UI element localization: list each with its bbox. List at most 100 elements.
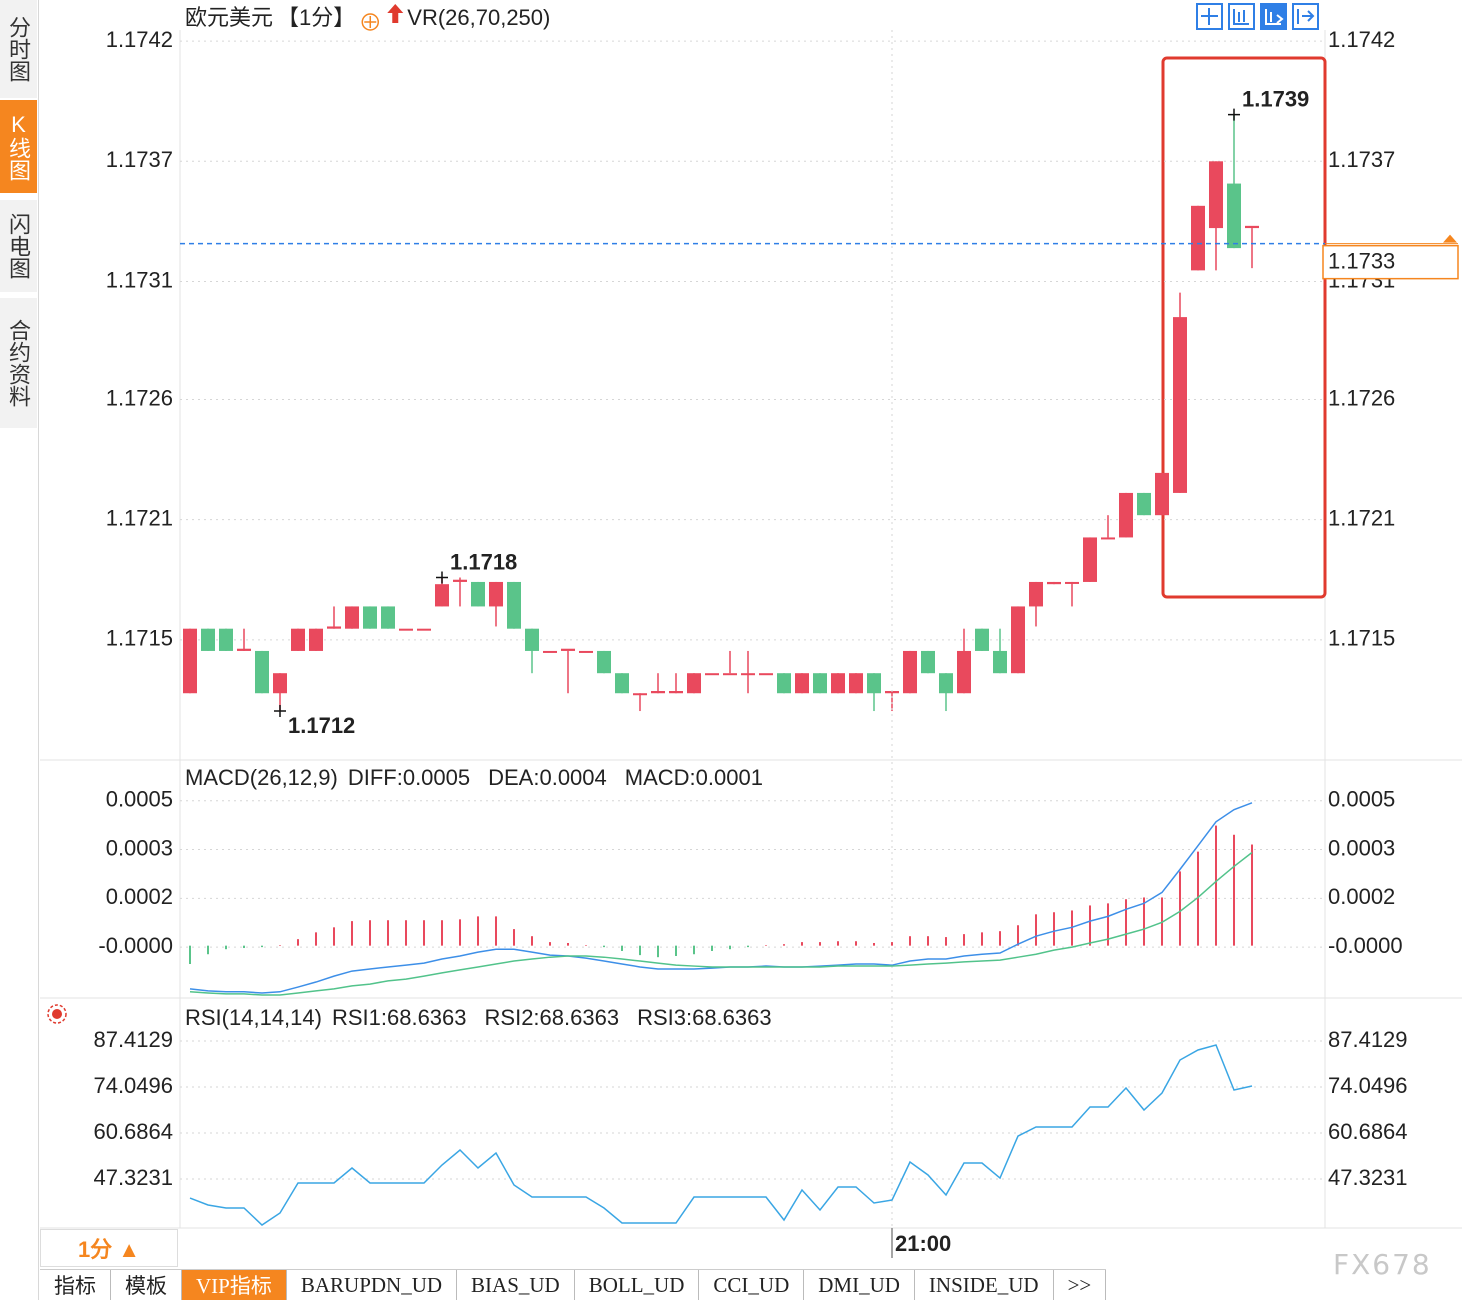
sidebar-tab[interactable]: 闪电图 [0,200,37,294]
marker-label: 1.1718 [450,549,517,574]
legend-item: DIFF:0.0005 [348,765,470,790]
candle-body [903,650,917,694]
candle-body [723,673,737,676]
candle-body [1173,317,1187,493]
bottom-tabs: 指标 模板 VIP指标 BARUPDN_UD BIAS_UD BOLL_UD CCI_UD D… [40,1269,1107,1301]
candle-body [615,673,629,694]
candle-body [417,628,431,631]
bottom-tab[interactable]: DMI_UD [804,1270,915,1300]
y-tick-label-right: 74.0496 [1328,1073,1408,1098]
add-icon [364,16,377,28]
toolbar-button[interactable] [1228,3,1255,30]
y-tick-label: 0.0002 [106,884,173,909]
y-tick-label: 1.1715 [106,626,173,651]
chart-title: 欧元美元 [185,5,273,30]
rsi-icon [47,1004,67,1024]
bottom-tab[interactable]: INSIDE_UD [914,1270,1054,1300]
marker-label: 1.1712 [288,713,355,738]
y-tick-label-right: -0.0000 [1328,933,1403,958]
candle-body [327,626,341,629]
candle-body [1083,537,1097,582]
candle-body [525,628,539,651]
toolbar-icon [1297,9,1315,24]
arrow-icon [387,4,404,23]
candle-body [939,673,953,694]
legend-item: RSI2:68.6363 [485,1005,620,1030]
candle-body [831,673,845,694]
y-tick-label: 1.1721 [106,505,173,530]
candle-body [579,650,593,653]
candle-body [363,606,377,629]
bottom-tab[interactable]: 模板 [111,1270,182,1300]
x-tick-label: 21:00 [895,1231,951,1256]
marker-label: 1.1739 [1242,86,1309,111]
legend-item: RSI1:68.6363 [332,1005,467,1030]
candle-body [1155,472,1169,516]
y-tick-label: 1.1726 [106,385,173,410]
toolbar [1196,3,1319,30]
y-tick-label-right: 1.1721 [1328,505,1395,530]
candle-body [597,650,611,674]
toolbar-icon [1233,9,1249,25]
candle-body [1011,606,1025,674]
candle-body [1209,161,1223,229]
y-tick-label-right: 0.0005 [1328,787,1395,812]
candle-body [255,650,269,694]
y-tick-label: 74.0496 [93,1073,173,1098]
bottom-tab[interactable]: CCI_UD [699,1270,805,1300]
bottom-tab[interactable]: BIAS_UD [457,1270,575,1300]
legend-item: MACD:0.0001 [625,765,763,790]
y-tick-label: -0.0000 [98,933,173,958]
bottom-tab[interactable]: BARUPDN_UD [286,1270,458,1300]
marker-cross [274,705,286,718]
candle-body [291,628,305,651]
candle-body [273,673,287,694]
candle-body [381,606,395,629]
marker-cross [1228,108,1240,121]
candle-body [1191,205,1205,271]
y-tick-label-right: 0.0003 [1328,835,1395,860]
candle-body [201,628,215,651]
y-tick-label-right: 1.1737 [1328,147,1395,172]
y-tick-label-right: 1.1715 [1328,626,1395,651]
candle-body [921,650,935,674]
y-tick-label: 0.0003 [106,835,173,860]
y-tick-label-right: 1.1742 [1328,27,1395,52]
candle-body [471,581,485,607]
bottom-tab[interactable]: >> [1053,1270,1107,1300]
candle-body [543,650,557,653]
candle-body [561,648,575,651]
y-tick-label-right: 0.0002 [1328,884,1395,909]
highlight-box [1161,56,1327,599]
bottom-tab[interactable]: BOLL_UD [574,1270,700,1300]
sidebar-tab[interactable]: 合约资料 [0,298,37,430]
candle-body [849,673,863,694]
bottom-tab[interactable]: 指标 [40,1270,111,1300]
period-selector[interactable]: 1分 ▲ [40,1229,178,1267]
y-tick-label-right: 60.6864 [1328,1119,1408,1144]
candle-body [1029,581,1043,607]
candle-body [1245,225,1259,229]
toolbar-icon [1265,9,1284,25]
sidebar-tab[interactable]: 分时图 [0,0,37,100]
candle-body [813,673,827,694]
y-tick-label: 1.1737 [106,147,173,172]
candle-body [759,673,773,676]
candle-body [741,673,755,676]
legend-item: DEA:0.0004 [488,765,607,790]
candle-body [687,673,701,694]
sidebar: 分时图 K线图闪电图合约资料 [0,0,39,1300]
indicator-title: MACD(26,12,9) [185,765,338,790]
period-label: 【1分】 [277,5,355,30]
y-tick-label-right: 47.3231 [1328,1165,1408,1190]
y-tick-label: 87.4129 [93,1027,173,1052]
marker-cross [436,571,448,584]
candle-body [507,581,521,629]
candle-body [237,648,251,651]
toolbar-button[interactable] [1260,3,1287,30]
candle-body [705,673,719,676]
bottom-tab[interactable]: VIP指标 [182,1270,287,1300]
candle-body [795,673,809,694]
sidebar-tab[interactable]: K线图 [0,100,37,195]
